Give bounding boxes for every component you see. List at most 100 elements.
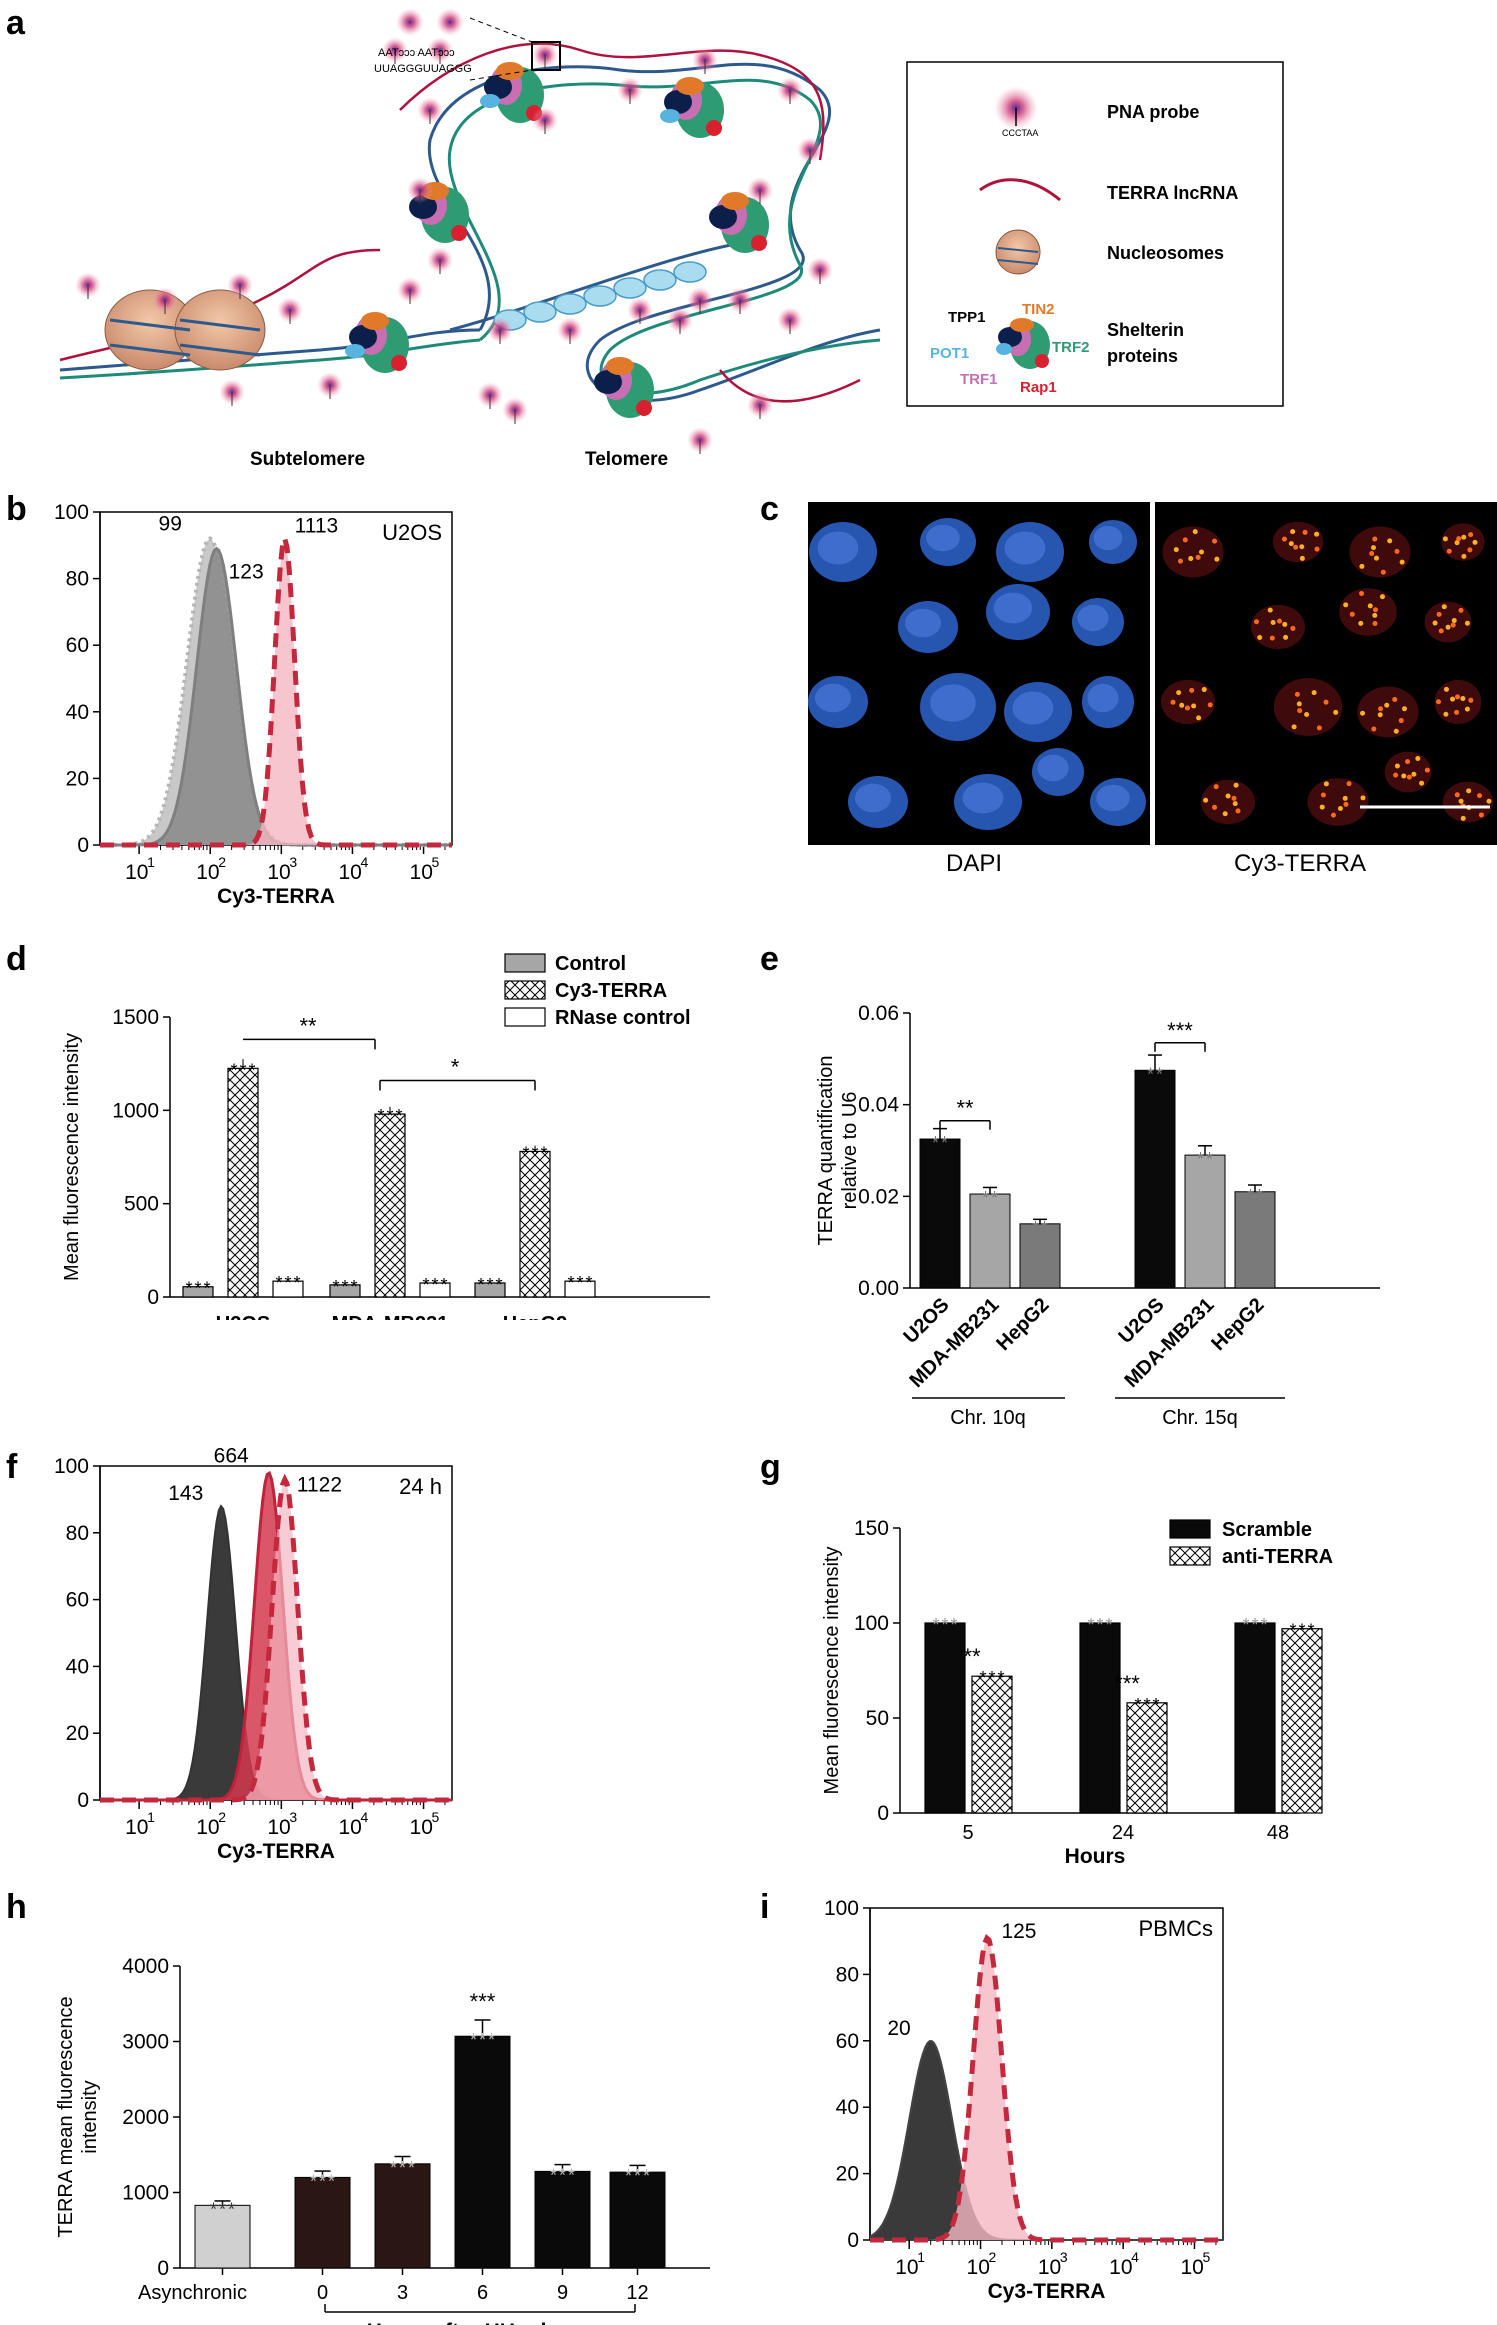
bar-HepG2-1 [519, 1150, 551, 1298]
foci-4-6 [1282, 621, 1288, 627]
data-point-marker: * [422, 1275, 429, 1295]
foci-1-5 [1314, 546, 1320, 552]
nucleus-highlight-6 [1077, 604, 1109, 632]
y-tick-label-0: 0 [847, 2229, 859, 2252]
x-category-label-2: HepG2 [503, 1313, 567, 1320]
bar-2 [374, 2163, 431, 2269]
data-point-marker: * [568, 2165, 575, 2185]
foci-2-0 [1373, 555, 1379, 561]
data-point-marker: * [377, 1106, 384, 1126]
data-point-marker: * [1197, 1149, 1204, 1169]
shelterin-icon [996, 318, 1050, 369]
probe-sequence: CCCTAA [1002, 128, 1038, 138]
foci-11-8 [1233, 782, 1239, 788]
foci-6-5 [1458, 607, 1464, 613]
foci-1-3 [1293, 544, 1299, 550]
panel-label-d: d [6, 940, 27, 978]
x-tick-label-0: 10 [895, 2256, 918, 2279]
legend-trf2: TRF2 [1052, 339, 1090, 356]
bar-4 [534, 2170, 591, 2269]
data-point-marker: * [488, 2030, 495, 2050]
foci-4-7 [1269, 635, 1275, 641]
foci-1-1 [1281, 536, 1287, 542]
foci-1-7 [1302, 529, 1308, 535]
y-tick-label-4: 80 [66, 1522, 89, 1545]
telomere-schematic: AATɔɔɔ AATɔɔɔ UUAGGGUUAGGG Subtelomere T… [59, 8, 1284, 470]
data-point-marker: * [1096, 1615, 1103, 1635]
x-category-label-1: MDA-MB231 [905, 1294, 1003, 1392]
data-point-marker: * [477, 1275, 484, 1295]
y-tick-label-1: 1000 [122, 2182, 169, 2205]
x-tick-label-2: 10 [267, 861, 290, 884]
cy3-cell-4 [1251, 604, 1305, 650]
foci-3-7 [1467, 547, 1473, 553]
sig-label: *** [470, 1989, 496, 2014]
data-point-marker: * [293, 1273, 300, 1293]
data-point-marker: * [1105, 1615, 1112, 1635]
foci-14-5 [1478, 812, 1484, 818]
sequence-top: AATɔɔɔ AATɔɔɔ [378, 47, 455, 59]
legend-swatch-1 [1169, 1546, 1211, 1566]
data-point-marker: * [979, 1668, 986, 1688]
foci-5-3 [1372, 607, 1378, 613]
y-tick-label-2: 40 [66, 1655, 89, 1678]
peak-label-1: 125 [1001, 1920, 1036, 1943]
foci-7-5 [1207, 702, 1213, 708]
y-axis-label: Mean fluorescence intensity [61, 1033, 83, 1281]
foci-6-3 [1450, 622, 1456, 628]
foci-11-6 [1232, 801, 1238, 807]
x-category-label-0: Asynchronic [138, 2282, 247, 2304]
panel-label-h: h [6, 1888, 27, 1926]
sig-label-2: *** [1167, 1018, 1193, 1043]
foci-14-8 [1460, 815, 1466, 821]
foci-5-6 [1372, 612, 1378, 618]
foci-5-1 [1372, 621, 1378, 627]
bar-1 [969, 1193, 1011, 1289]
legend-swatch-1 [504, 980, 546, 1000]
data-point-marker: * [1260, 1615, 1267, 1635]
foci-2-5 [1380, 569, 1386, 575]
foci-1-0 [1299, 544, 1305, 550]
x-tick-exp-4: 5 [432, 854, 440, 870]
foci-7-4 [1176, 690, 1182, 696]
histogram-fill-1 [100, 548, 452, 845]
cy3-cell-6 [1424, 601, 1472, 643]
foci-13-7 [1405, 759, 1411, 765]
schematic-legend: CCCTAA PNA probe TERRA lncRNA Nucleosome… [906, 61, 1284, 407]
foci-10-0 [1450, 696, 1456, 702]
bar-24-1 [1126, 1702, 1168, 1814]
foci-4-1 [1290, 625, 1296, 631]
peak-label-0: 143 [168, 1482, 203, 1505]
nucleus-highlight-8 [930, 684, 976, 722]
histogram-fill-2 [100, 538, 452, 845]
foci-10-7 [1454, 709, 1460, 715]
x-tick-label-1: 10 [196, 861, 219, 884]
x-tick-label-1: 10 [967, 2256, 990, 2279]
x-tick-exp-2: 3 [289, 854, 297, 870]
foci-5-2 [1343, 602, 1349, 608]
foci-12-1 [1330, 812, 1336, 818]
legend-label-0: Control [555, 953, 626, 975]
data-point-marker: * [991, 1188, 998, 1208]
x-axis-label: Hours [1065, 1845, 1126, 1868]
x-category-label-3: 6 [477, 2282, 488, 2304]
data-point-marker: * [328, 2171, 335, 2191]
x-category-label-2: 48 [1267, 1822, 1289, 1844]
foci-7-2 [1201, 687, 1207, 693]
y-tick-label-3: 60 [836, 2030, 859, 2053]
foci-0-8 [1214, 556, 1220, 562]
foci-10-8 [1443, 686, 1449, 692]
foci-1-6 [1288, 541, 1294, 547]
data-point-marker: * [350, 1277, 357, 1297]
group-label-1: Chr. 10q [950, 1407, 1026, 1429]
foci-13-5 [1424, 767, 1430, 773]
x-tick-label-3: 10 [1109, 2256, 1132, 2279]
legend-nucleosomes: Nucleosomes [1107, 243, 1224, 263]
x-category-label-1: 0 [317, 2282, 328, 2304]
data-point-marker: * [341, 1277, 348, 1297]
data-point-marker: * [550, 2165, 557, 2185]
foci-6-2 [1441, 604, 1447, 610]
x-category-label-2: 3 [397, 2282, 408, 2304]
y-tick-label-0: 0 [77, 834, 89, 857]
y-tick-label-2: 40 [66, 701, 89, 724]
